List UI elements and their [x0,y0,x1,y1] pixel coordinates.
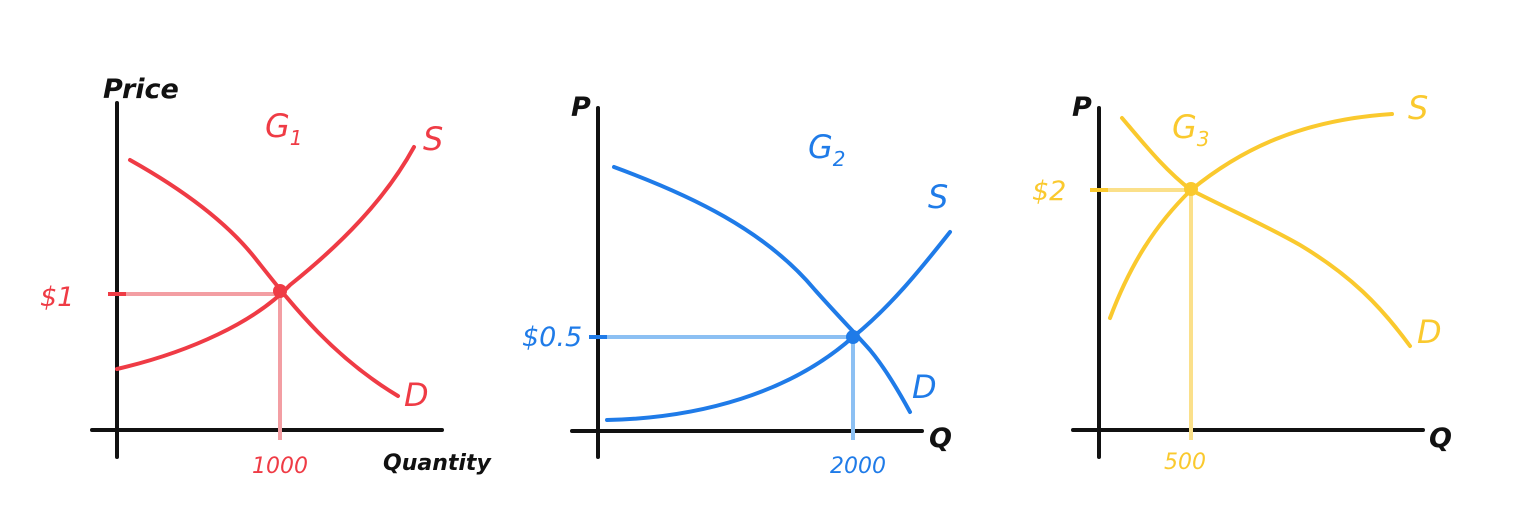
graph-2-demand-curve [612,165,912,414]
graph-2-x-axis-label: Q [929,423,952,454]
graph-1: Price Quantity G1 S D $1 1000 [40,74,492,479]
graph-3-price-label: $2 [1032,176,1066,207]
graph-1-demand-curve [128,158,400,398]
graph-1-x-axis-label: Quantity [383,451,492,476]
graph-2-price-label: $0.5 [522,322,582,353]
graph-1-supply-curve [115,145,416,371]
graph-1-equilibrium-point [273,284,287,298]
graph-3-demand-label: D [1417,313,1442,351]
graph-2-title: G2 [808,128,846,171]
graph-2-quantity-label: 2000 [830,454,886,479]
graph-3: P Q G3 S D $2 500 [1032,89,1452,475]
graph-1-supply-label: S [423,120,443,158]
graph-2: P Q G2 S D $0.5 2000 [522,92,952,479]
graph-1-quantity-label: 1000 [252,454,308,479]
graph-3-supply-label: S [1408,89,1428,127]
graph-1-title: G1 [265,107,303,150]
graph-3-y-axis-label: P [1072,92,1092,123]
graph-3-title: G3 [1172,108,1210,151]
graph-2-supply-curve [605,230,952,422]
graph-1-price-label: $1 [40,282,74,313]
graph-3-equilibrium-point [1184,182,1198,196]
graph-2-demand-label: D [912,368,937,406]
graph-2-supply-label: S [928,178,948,216]
graph-3-x-axis-label: Q [1429,423,1452,454]
graph-1-y-axis-label: Price [103,74,179,105]
graph-2-equilibrium-point [846,330,860,344]
graph-3-demand-curve [1120,116,1412,348]
graph-2-y-axis-label: P [571,92,591,123]
graph-3-supply-curve [1108,112,1394,320]
graph-3-quantity-label: 500 [1164,450,1206,475]
graph-1-demand-label: D [404,376,429,414]
